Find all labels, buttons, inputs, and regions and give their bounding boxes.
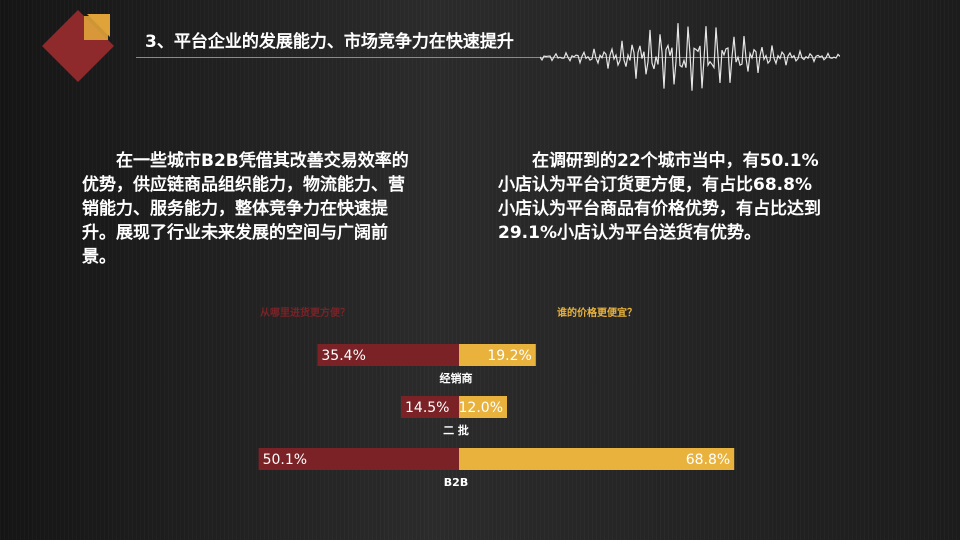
bar-right-0 bbox=[459, 344, 536, 366]
waveform-decoration bbox=[540, 23, 840, 91]
bar-right-1 bbox=[459, 396, 507, 418]
paragraph-right: 在调研到的22个城市当中，有50.1%小店认为平台订货更方便，有占比68.8%小… bbox=[498, 151, 821, 243]
waveform-line bbox=[540, 23, 840, 91]
slide-title: 3、平台企业的发展能力、市场竞争力在快速提升 bbox=[145, 32, 514, 52]
bar-left-2 bbox=[258, 448, 459, 470]
category-label-0: 经销商 bbox=[440, 371, 473, 385]
data-label-right-2: 68.8% bbox=[686, 452, 730, 468]
bar-right-2 bbox=[459, 448, 735, 470]
legend-right-series: 谁的价格更便宜？ bbox=[557, 306, 637, 319]
title-divider bbox=[136, 57, 836, 58]
data-label-right-1: 12.0% bbox=[459, 400, 503, 416]
data-label-left-1: 14.5% bbox=[405, 400, 449, 416]
data-label-left-2: 50.1% bbox=[263, 452, 307, 468]
diverging-bar-chart: 从哪里进货更方便？ 谁的价格更便宜？ 35.4% 19.2% 经销商 14.5% 12.0%… bbox=[258, 306, 735, 489]
data-label-left-0: 35.4% bbox=[321, 348, 365, 364]
category-label-1: 二 批 bbox=[443, 423, 469, 437]
bar-left-0 bbox=[317, 344, 459, 366]
bar-left-1 bbox=[401, 396, 459, 418]
logo-diamond-icon bbox=[42, 10, 114, 82]
paragraph-left: 在一些城市B2B凭借其改善交易效率的优势，供应链商品组织能力，物流能力、营销能力… bbox=[82, 151, 409, 267]
data-label-right-0: 19.2% bbox=[487, 348, 531, 364]
legend-left-series: 从哪里进货更方便？ bbox=[260, 306, 350, 319]
category-label-2: B2B bbox=[444, 476, 468, 489]
